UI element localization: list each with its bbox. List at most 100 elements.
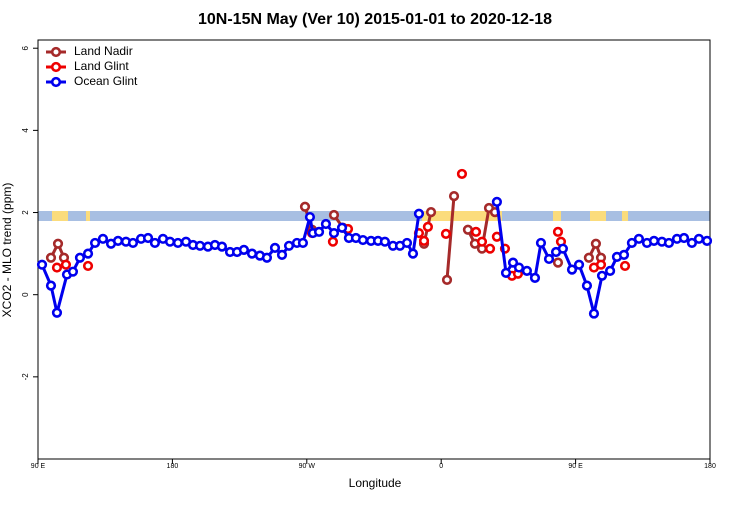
- data-point: [521, 265, 533, 276]
- series: [36, 196, 713, 319]
- data-point: [693, 233, 705, 244]
- legend-label: Ocean Glint: [74, 74, 138, 88]
- data-point: [328, 227, 340, 239]
- data-point: [74, 252, 86, 263]
- data-point: [261, 252, 273, 263]
- data-point: [304, 211, 316, 223]
- data-point: [476, 236, 488, 247]
- data-point: [456, 168, 468, 180]
- data-point: [112, 235, 124, 246]
- y-tick-label: -2: [21, 373, 30, 381]
- x-tick-label: 90 E: [568, 463, 583, 470]
- data-point: [45, 252, 57, 263]
- data-point: [557, 243, 569, 254]
- x-tick-label: 0: [439, 463, 443, 470]
- data-point: [216, 241, 228, 252]
- data-point: [60, 259, 72, 270]
- data-point: [470, 226, 482, 237]
- data-point: [283, 240, 295, 251]
- data-point: [36, 259, 48, 270]
- data-point: [422, 221, 434, 233]
- data-point: [448, 190, 460, 202]
- data-point: [440, 228, 452, 239]
- data-point: [596, 270, 608, 281]
- x-tick-label: 180: [704, 463, 716, 470]
- data-point: [149, 237, 161, 249]
- data-point: [500, 267, 512, 279]
- y-tick-label: 4: [21, 128, 30, 133]
- y-tick-label: 6: [21, 45, 30, 50]
- data-point: [583, 252, 594, 263]
- data-point: [127, 237, 139, 249]
- data-point: [269, 242, 281, 253]
- data-point: [633, 233, 645, 244]
- x-tick-label: 90 E: [31, 463, 46, 470]
- data-point: [663, 237, 675, 249]
- ocean-band: [38, 211, 710, 221]
- data-point: [82, 248, 94, 259]
- data-point: [491, 196, 503, 207]
- data-point: [513, 262, 525, 273]
- data-point: [618, 249, 630, 260]
- plot-frame: [37, 39, 711, 460]
- y-tick-label: 2: [21, 210, 30, 215]
- y-tick-label: 0: [21, 292, 30, 297]
- data-point: [357, 234, 369, 246]
- data-point: [172, 237, 184, 249]
- legend-label: Land Nadir: [74, 44, 133, 58]
- data-point: [238, 244, 250, 256]
- data-point: [89, 237, 101, 249]
- land-band: [590, 211, 606, 221]
- data-point: [297, 237, 309, 249]
- data-point: [401, 237, 413, 249]
- data-point: [484, 243, 496, 254]
- legend-marker: [50, 46, 62, 58]
- data-point: [194, 240, 206, 251]
- x-tick-label: 90 W: [299, 463, 316, 470]
- data-point: [573, 259, 585, 270]
- data-point: [328, 209, 340, 221]
- data-point: [164, 236, 176, 247]
- data-point: [529, 272, 541, 283]
- data-point: [566, 264, 578, 275]
- land-band: [52, 211, 68, 221]
- data-point: [648, 235, 660, 246]
- data-point: [336, 222, 348, 233]
- data-point: [51, 307, 63, 318]
- land-band: [553, 211, 561, 221]
- data-point: [441, 274, 453, 285]
- data-point: [686, 237, 698, 249]
- data-point: [462, 224, 474, 235]
- data-point: [595, 259, 607, 270]
- data-point: [701, 235, 713, 246]
- data-point: [142, 232, 154, 244]
- legend-marker: [50, 76, 62, 88]
- data-point: [67, 266, 79, 277]
- data-point: [678, 232, 690, 244]
- data-point: [407, 248, 419, 259]
- x-tick-label: 180: [167, 463, 179, 470]
- data-point: [246, 248, 258, 259]
- chart-title: 10N-15N May (Ver 10) 2015-01-01 to 2020-…: [198, 11, 552, 28]
- data-point: [535, 237, 547, 249]
- data-point: [299, 201, 311, 212]
- data-point: [82, 260, 94, 272]
- data-point: [590, 238, 602, 249]
- data-point: [313, 226, 325, 237]
- data-point: [552, 226, 564, 237]
- land-band: [86, 211, 90, 221]
- data-point: [413, 208, 425, 219]
- land-band: [622, 211, 628, 221]
- data-point: [45, 280, 57, 291]
- data-point: [619, 260, 631, 272]
- data-point: [320, 218, 332, 230]
- data-point: [418, 235, 430, 246]
- data-point: [327, 236, 339, 247]
- data-point: [626, 237, 637, 249]
- legend-marker: [50, 61, 62, 73]
- y-axis-label: XCO2 - MLO trend (ppm): [0, 183, 14, 318]
- data-point: [379, 236, 391, 247]
- legend-label: Land Glint: [74, 59, 129, 73]
